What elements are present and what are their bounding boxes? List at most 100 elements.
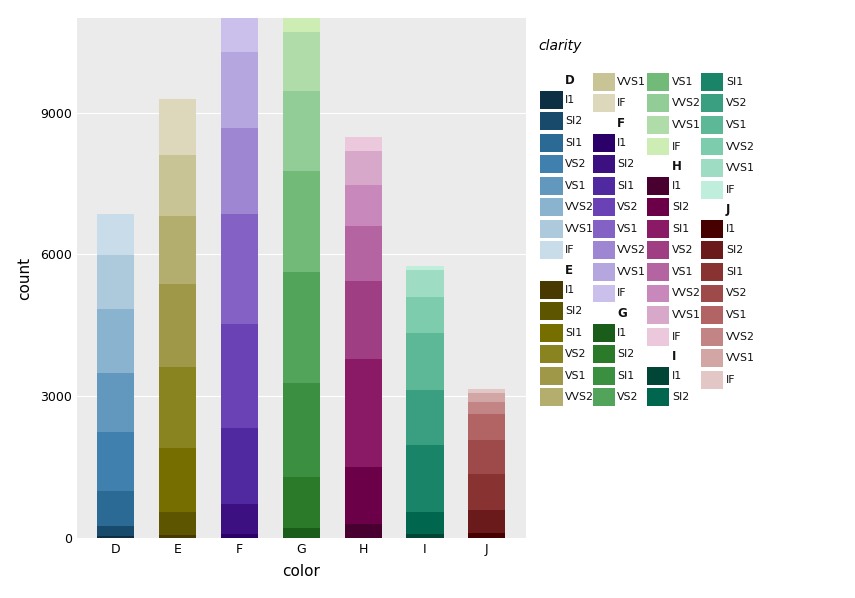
Bar: [221, 324, 258, 428]
Text: VVS2: VVS2: [726, 142, 755, 151]
Text: VVS1: VVS1: [617, 267, 646, 277]
Bar: [221, 533, 258, 538]
Bar: [469, 393, 505, 402]
Text: VVS2: VVS2: [565, 392, 594, 402]
Bar: [345, 359, 382, 466]
Bar: [221, 214, 258, 324]
Bar: [97, 373, 134, 432]
Bar: [406, 390, 444, 445]
Text: SI1: SI1: [726, 267, 743, 277]
Bar: [221, 51, 258, 127]
Bar: [345, 226, 382, 281]
Text: VS2: VS2: [617, 392, 639, 402]
Bar: [345, 151, 382, 185]
Bar: [221, 127, 258, 214]
Bar: [283, 171, 320, 273]
Text: VS2: VS2: [672, 245, 693, 255]
Bar: [283, 91, 320, 171]
Text: VVS2: VVS2: [672, 99, 701, 108]
Text: SI1: SI1: [726, 77, 743, 87]
Bar: [283, 383, 320, 477]
Text: VVS1: VVS1: [726, 353, 755, 363]
Bar: [406, 266, 444, 270]
Bar: [345, 524, 382, 538]
Text: I1: I1: [617, 328, 628, 338]
Text: VS1: VS1: [565, 181, 587, 191]
Text: SI2: SI2: [617, 159, 634, 169]
Text: SI1: SI1: [565, 138, 582, 148]
Bar: [283, 273, 320, 383]
Text: I1: I1: [672, 371, 682, 381]
Text: D: D: [565, 74, 575, 87]
Bar: [221, 428, 258, 504]
Text: SI2: SI2: [726, 245, 743, 255]
Bar: [159, 512, 197, 535]
Bar: [159, 367, 197, 447]
Bar: [97, 491, 134, 526]
Text: VVS1: VVS1: [617, 77, 646, 87]
Text: VVS2: VVS2: [726, 331, 755, 341]
Bar: [221, 0, 258, 51]
Text: VVS2: VVS2: [565, 202, 594, 212]
Text: VS2: VS2: [726, 288, 747, 298]
Bar: [97, 214, 134, 255]
Text: SI2: SI2: [565, 116, 582, 126]
Text: SI2: SI2: [672, 202, 689, 212]
Text: VS1: VS1: [672, 267, 693, 277]
Bar: [283, 7, 320, 32]
Bar: [97, 255, 134, 309]
Text: SI2: SI2: [565, 306, 582, 316]
Y-axis label: count: count: [17, 257, 32, 300]
Text: SI2: SI2: [617, 349, 634, 359]
Bar: [406, 270, 444, 297]
Text: VS2: VS2: [617, 202, 639, 212]
Bar: [406, 445, 444, 512]
Text: VVS2: VVS2: [672, 288, 701, 298]
Bar: [406, 512, 444, 534]
Bar: [159, 215, 197, 285]
Bar: [159, 447, 197, 512]
Text: VS2: VS2: [565, 349, 587, 359]
Bar: [345, 185, 382, 226]
Bar: [221, 504, 258, 533]
Text: VS1: VS1: [565, 371, 587, 381]
Text: SI1: SI1: [617, 181, 634, 191]
Text: IF: IF: [565, 245, 575, 255]
Bar: [406, 297, 444, 333]
Bar: [469, 389, 505, 393]
Bar: [345, 466, 382, 524]
Bar: [469, 440, 505, 474]
Text: IF: IF: [617, 99, 627, 108]
Bar: [159, 285, 197, 367]
Text: VS1: VS1: [672, 77, 693, 87]
Text: H: H: [672, 160, 682, 173]
Bar: [97, 536, 134, 538]
Bar: [97, 309, 134, 373]
Text: G: G: [617, 307, 627, 321]
Text: I1: I1: [617, 138, 628, 148]
Text: clarity: clarity: [539, 39, 582, 53]
Text: SI1: SI1: [617, 371, 634, 381]
Bar: [469, 510, 505, 533]
Bar: [283, 528, 320, 538]
Text: VVS2: VVS2: [617, 245, 646, 255]
Bar: [469, 402, 505, 414]
Bar: [283, 32, 320, 91]
Text: VS1: VS1: [726, 120, 747, 130]
Bar: [469, 474, 505, 510]
Text: IF: IF: [617, 288, 627, 298]
Text: F: F: [617, 117, 625, 130]
X-axis label: color: color: [282, 565, 321, 579]
Bar: [159, 99, 197, 155]
Bar: [159, 155, 197, 215]
Text: VS1: VS1: [617, 224, 639, 234]
Text: I1: I1: [565, 94, 575, 105]
Text: I1: I1: [565, 285, 575, 295]
Bar: [469, 414, 505, 440]
Text: IF: IF: [672, 331, 681, 341]
Text: SI2: SI2: [672, 392, 689, 402]
Text: VVS1: VVS1: [726, 163, 755, 173]
Text: IF: IF: [726, 374, 735, 385]
Bar: [469, 533, 505, 538]
Text: VS2: VS2: [726, 99, 747, 108]
